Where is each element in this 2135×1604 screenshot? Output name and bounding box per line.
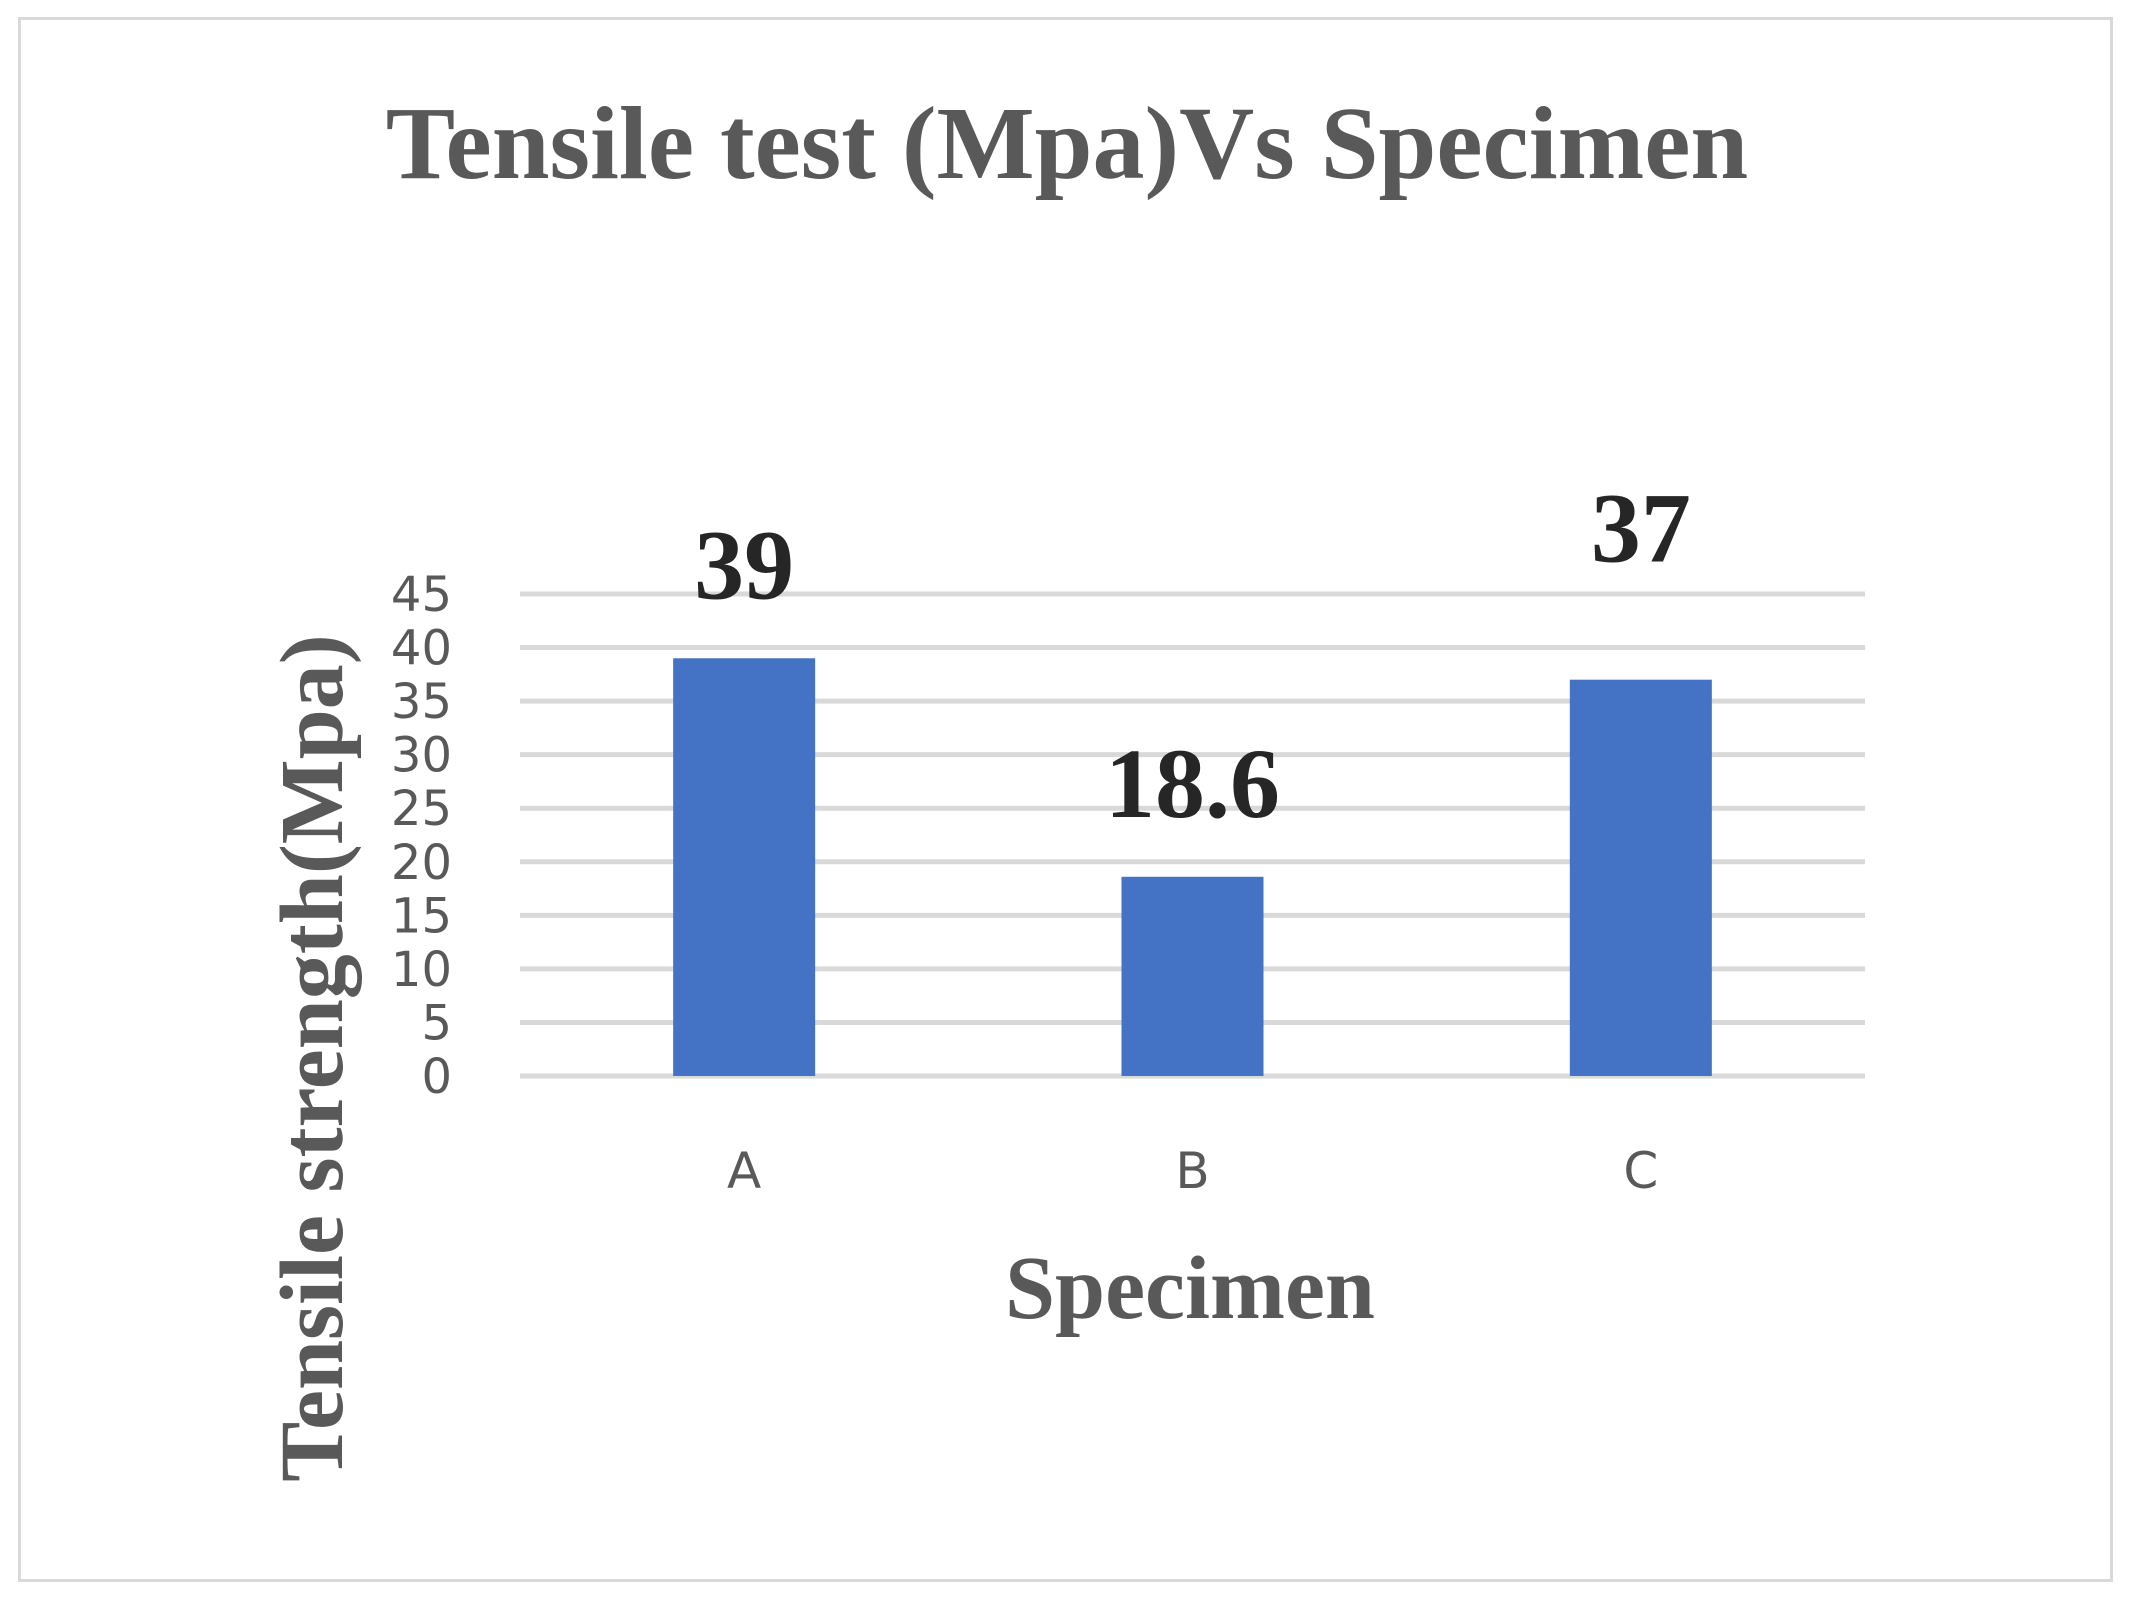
data-label-b: 18.6 — [1105, 728, 1280, 839]
x-tick-label-c: C — [1623, 1142, 1658, 1200]
y-tick-label: 35 — [391, 674, 452, 730]
x-axis-title: Specimen — [1005, 1239, 1375, 1338]
y-tick-label: 20 — [391, 835, 452, 891]
chart-frame — [18, 17, 2113, 1582]
y-axis-title: Tensile strength(Mpa) — [263, 634, 362, 1482]
bar-b — [1121, 876, 1264, 1076]
data-labels: 39 18.6 37 — [694, 473, 1691, 839]
y-tick-label: 10 — [391, 942, 452, 998]
y-tick-label: 0 — [421, 1049, 452, 1105]
y-tick-label: 25 — [391, 781, 452, 837]
bar-c — [1569, 679, 1712, 1076]
x-tick-label-a: A — [727, 1142, 761, 1200]
chart-title: Tensile test (Mpa)Vs Specimen — [386, 86, 1749, 201]
bar-a — [673, 658, 816, 1076]
bars — [673, 658, 1712, 1076]
y-tick-label: 45 — [391, 567, 452, 623]
x-axis-category-labels: A B C — [727, 1142, 1658, 1200]
y-tick-label: 30 — [391, 728, 452, 784]
y-tick-label: 40 — [391, 621, 452, 677]
data-label-c: 37 — [1591, 473, 1691, 584]
data-label-a: 39 — [694, 509, 794, 620]
y-tick-label: 5 — [421, 995, 452, 1051]
y-tick-label: 15 — [391, 888, 452, 944]
x-tick-label-b: B — [1175, 1142, 1209, 1200]
